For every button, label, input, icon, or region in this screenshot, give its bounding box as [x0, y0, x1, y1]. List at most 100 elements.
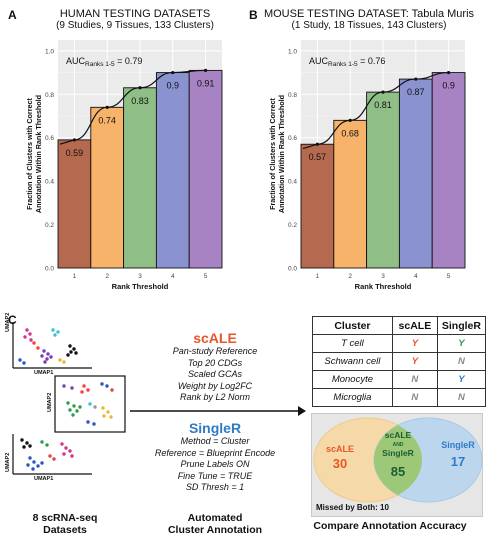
x-tick-label: 5 — [447, 273, 451, 280]
scale-method-line: Pan-study Reference — [172, 346, 258, 356]
table-row: Schwann cell Y N — [312, 352, 486, 371]
y-tick-label: 0.6 — [45, 135, 54, 142]
chart-a: 0.0 0.2 0.4 0.6 0.8 1.0 0.59 0.74 0.83 0.9 0.91 1 2 3… — [25, 40, 223, 291]
table-cell-scale: N — [391, 388, 438, 407]
umap-ylabel-2: UMAP2 — [47, 392, 53, 412]
y-tick-label: 0.8 — [288, 92, 297, 99]
x-tick-label: 1 — [73, 273, 77, 280]
table-header-scale: scALE — [391, 316, 438, 335]
singler-method-line: Fine Tune = TRUE — [177, 470, 253, 481]
venn-right-label: SingleR — [441, 440, 475, 450]
table-cell-scale: Y — [391, 352, 438, 371]
venn-center-label-top: scALE — [384, 430, 412, 440]
caption-datasets-line: 8 scRNA-seq — [32, 512, 98, 524]
y-axis-label: Annotation Within Rank Threshold — [277, 95, 286, 213]
bar — [300, 143, 335, 269]
curve-point — [381, 90, 385, 94]
table-row: Microglia N N — [312, 388, 486, 407]
caption-datasets-line: Datasets — [43, 524, 87, 536]
chart-b-title: MOUSE TESTING DATASET: Tabula Muris — [263, 8, 475, 20]
x-tick-label: 4 — [414, 273, 418, 280]
scale-method-line: Scaled GCAs — [187, 369, 243, 379]
curve-point — [315, 142, 319, 146]
table-header-singler: SingleR — [436, 316, 486, 335]
singler-method-line: Method = Cluster — [180, 436, 250, 446]
y-tick-label: 1.0 — [288, 48, 297, 55]
data-label: 0.59 — [66, 148, 84, 158]
table-cell-scale: N — [391, 370, 438, 389]
chart-b: 0.0 0.2 0.4 0.6 0.8 1.0 0.57 0.68 0.81 0.87 0.9 1 2 3… — [268, 40, 466, 291]
y-tick-label: 0.6 — [288, 135, 297, 142]
x-tick-label: 2 — [105, 273, 109, 280]
x-tick-label: 4 — [171, 273, 175, 280]
curve-point — [204, 68, 208, 72]
data-label: 0.9 — [167, 81, 180, 91]
data-label: 0.91 — [197, 78, 215, 88]
x-tick-label: 5 — [204, 273, 208, 280]
data-label: 0.87 — [407, 87, 425, 97]
bar — [431, 72, 466, 269]
venn-diagram: scALE 30 scALE AND SingleR 85 SingleR 17… — [311, 413, 483, 517]
y-tick-label: 0.2 — [45, 222, 54, 229]
table-cell-singler: N — [436, 352, 486, 371]
y-tick-label: 0.0 — [45, 266, 54, 273]
bar — [188, 69, 223, 269]
umap-xlabel-1: UMAP1 — [34, 370, 54, 376]
table-header-row: Cluster scALE SingleR — [312, 316, 486, 335]
table-cell-singler: N — [436, 388, 486, 407]
curve-point — [447, 70, 451, 75]
curve-point — [105, 105, 109, 109]
scale-method-name: scALE — [193, 330, 237, 346]
auc-annotation: AUCRanks 1-5 = 0.76 — [309, 56, 385, 68]
bar — [155, 72, 190, 269]
x-tick-label: 2 — [348, 273, 352, 280]
x-tick-label: 3 — [381, 273, 385, 280]
bar — [57, 139, 92, 269]
umap-plot-2 — [54, 375, 126, 433]
table-header-cluster: Cluster — [312, 316, 393, 335]
bar — [333, 119, 368, 269]
bar — [123, 87, 157, 269]
y-tick-label: 0.8 — [45, 92, 54, 99]
data-label: 0.68 — [341, 128, 359, 138]
x-axis-label: Rank Threshold — [355, 282, 412, 291]
data-label: 0.74 — [98, 115, 116, 125]
flow-arrow — [130, 406, 306, 416]
venn-center-label-and: AND — [392, 442, 404, 448]
caption-annotation-line: Cluster Annotation — [167, 524, 263, 536]
x-tick-label: 1 — [316, 273, 320, 280]
y-tick-label: 0.4 — [288, 179, 297, 186]
y-tick-label: 1.0 — [45, 48, 54, 55]
table-cell-scale: Y — [391, 334, 438, 353]
umap-ylabel-3: UMAP2 — [5, 452, 11, 472]
table-cell-cluster: Schwann cell — [312, 352, 393, 371]
venn-center-count: 85 — [390, 464, 406, 479]
umap-xlabel-3: UMAP1 — [34, 476, 54, 482]
venn-missed-label: Missed by Both: 10 — [316, 503, 389, 512]
scale-method-line: Weight by Log2FC — [177, 380, 253, 391]
venn-center-label-bottom: SingleR — [382, 448, 414, 458]
x-tick-label: 3 — [138, 273, 142, 280]
auc-annotation: AUCRanks 1-5 = 0.79 — [66, 56, 142, 68]
scale-method-line: Rank by L2 Norm — [179, 392, 251, 402]
data-label: 0.81 — [374, 100, 392, 110]
y-axis-label: Fraction of Clusters with Correct — [268, 97, 277, 209]
table-cell-cluster: T cell — [312, 334, 393, 353]
caption-annotation: Automated Cluster Annotation — [140, 512, 290, 536]
venn-left-count: 30 — [332, 456, 348, 471]
y-tick-label: 0.0 — [288, 266, 297, 273]
caption-datasets: 8 scRNA-seq Datasets — [5, 512, 125, 536]
umap-ylabel-1: UMAP2 — [5, 312, 11, 332]
umap-plot-3 — [12, 434, 92, 475]
table-row: Monocyte N Y — [312, 370, 486, 389]
scale-method-block: scALE Pan-study Reference Top 20 CDGs Sc… — [140, 330, 290, 404]
umap-plots — [12, 322, 126, 475]
chart-a-title: HUMAN TESTING DATASETS — [59, 8, 211, 20]
panel-label-c: C — [8, 313, 17, 327]
singler-method-line: Prune Labels ON — [180, 459, 250, 469]
curve-point — [348, 118, 352, 122]
bar — [398, 78, 433, 269]
bar — [90, 106, 125, 269]
bar — [366, 91, 400, 269]
chart-a-titles: HUMAN TESTING DATASETS (9 Studies, 9 Tis… — [20, 8, 250, 32]
